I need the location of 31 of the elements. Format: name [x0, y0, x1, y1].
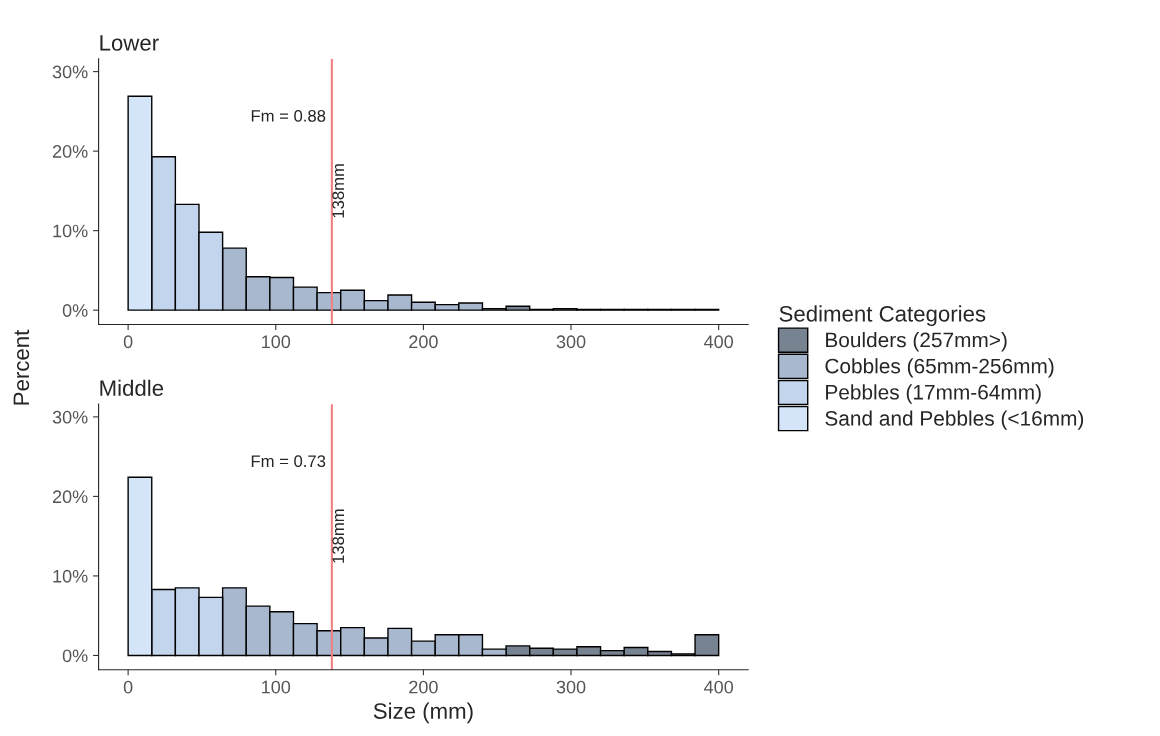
x-tick-label: 200: [409, 335, 438, 349]
legend-title: Sediment Categories: [779, 305, 986, 327]
x-tick-label: 0: [123, 335, 133, 349]
y-tick-label: 20%: [52, 490, 88, 504]
chart-title: Lower: [100, 35, 159, 51]
y-tick-label: 0%: [62, 649, 88, 663]
y-tick-label: 30%: [52, 410, 88, 424]
legend-label: Boulders (257mm>): [826, 332, 1007, 352]
ref-line-label: 138mm: [332, 509, 345, 563]
x-tick-label: 400: [704, 335, 734, 349]
y-axis-title: Percent: [13, 329, 30, 405]
y-tick-label: 10%: [53, 224, 88, 238]
y-tick-label: 10%: [53, 569, 88, 583]
x-axis-title: Size (mm): [373, 702, 473, 724]
x-tick-label: 0: [123, 680, 133, 694]
legend-label: Sand and Pebbles (<16mm): [825, 410, 1084, 430]
x-tick-label: 300: [556, 335, 586, 349]
x-tick-label: 100: [262, 335, 291, 349]
x-tick-label: 300: [556, 680, 586, 694]
y-tick-label: 20%: [52, 145, 88, 158]
legend-label: Pebbles (17mm-64mm): [826, 384, 1041, 404]
annotation: Fm = 0.73: [251, 455, 326, 468]
y-tick-label: 30%: [52, 65, 88, 79]
x-tick-label: 400: [704, 680, 734, 694]
legend-label: Cobbles (65mm-256mm): [825, 358, 1054, 378]
x-tick-label: 100: [262, 680, 291, 694]
x-tick-label: 200: [409, 680, 438, 694]
annotation: Fm = 0.88: [251, 109, 326, 122]
chart-title: Middle: [100, 379, 164, 397]
ref-line-label: 138mm: [332, 164, 345, 218]
y-tick-label: 0%: [62, 304, 88, 317]
